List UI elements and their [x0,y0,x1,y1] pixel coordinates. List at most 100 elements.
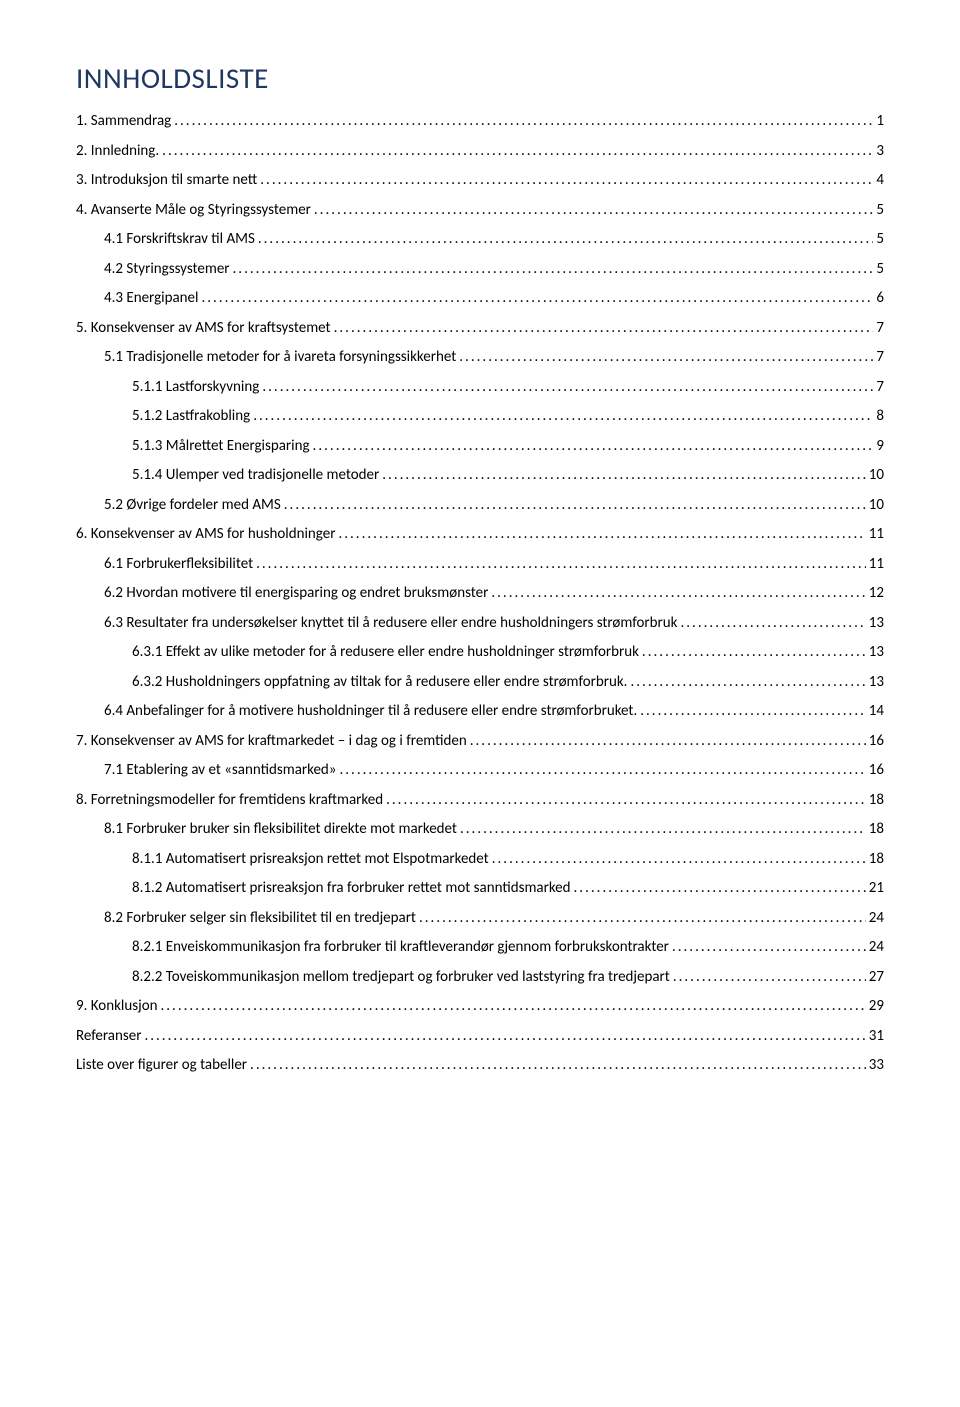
toc-leader-dots [262,380,873,395]
toc-entry: Liste over figurer og tabeller 33 [76,1058,884,1073]
toc-entry-page: 3 [876,144,884,159]
toc-entry: 6.4 Anbefalinger for å motivere husholdn… [76,704,884,719]
page-title: INNHOLDSLISTE [76,60,884,96]
toc-leader-dots [256,557,866,572]
toc-entry-label: 8.2 Forbruker selger sin fleksibilitet t… [104,911,416,926]
toc-entry: 4.2 Styringssystemer 5 [76,262,884,277]
toc-leader-dots [574,881,866,896]
toc-entry-label: Referanser [76,1029,141,1044]
toc-entry: 8.2 Forbruker selger sin fleksibilitet t… [76,911,884,926]
toc-entry-label: 5.1.1 Lastforskyvning [132,380,259,395]
toc-leader-dots [314,203,874,218]
toc-entry-label: 6.3.2 Husholdningers oppfatning av tilta… [132,675,627,690]
toc-entry: 8.2.1 Enveiskommunikasjon fra forbruker … [76,940,884,955]
toc-leader-dots [386,793,866,808]
toc-leader-dots [459,350,873,365]
toc-entry: 5.1.3 Målrettet Energisparing 9 [76,439,884,454]
toc-entry-label: 5.1 Tradisjonelle metoder for å ivareta … [104,350,456,365]
toc-entry: 6.3.1 Effekt av ulike metoder for å redu… [76,645,884,660]
toc-leader-dots [174,114,873,129]
toc-entry-label: Liste over figurer og tabeller [76,1058,247,1073]
toc-leader-dots [253,409,873,424]
toc-leader-dots [470,734,866,749]
toc-entry: 4. Avanserte Måle og Styringssystemer5 [76,203,884,218]
toc-leader-dots [492,852,866,867]
toc-entry-page: 5 [876,232,884,247]
toc-leader-dots [144,1029,865,1044]
toc-entry: 5.1.1 Lastforskyvning 7 [76,380,884,395]
toc-entry-label: 6.4 Anbefalinger for å motivere husholdn… [104,704,637,719]
toc-entry: 8.1.1 Automatisert prisreaksjon rettet m… [76,852,884,867]
toc-entry: 1. Sammendrag1 [76,114,884,129]
toc-leader-dots [680,616,865,631]
toc-entry-label: 8. Forretningsmodeller for fremtidens kr… [76,793,383,808]
toc-entry-label: 5.1.2 Lastfrakobling [132,409,250,424]
toc-entry-label: 4.2 Styringssystemer [104,262,230,277]
toc-entry: 5. Konsekvenser av AMS for kraftsystemet… [76,321,884,336]
toc-entry-label: 4.1 Forskriftskrav til AMS [104,232,255,247]
toc-leader-dots [339,763,865,778]
toc-entry-label: 8.2.2 Toveiskommunikasjon mellom tredjep… [132,970,670,985]
toc-entry-page: 16 [869,763,884,778]
toc-entry: 2. Innledning. 3 [76,144,884,159]
toc-entry: 3. Introduksjon til smarte nett 4 [76,173,884,188]
toc-entry-page: 33 [869,1058,884,1073]
toc-entry-page: 4 [876,173,884,188]
toc-leader-dots [672,940,866,955]
toc-entry-label: 8.2.1 Enveiskommunikasjon fra forbruker … [132,940,669,955]
toc-entry: 8.1.2 Automatisert prisreaksjon fra forb… [76,881,884,896]
toc-entry-label: 4.3 Energipanel [104,291,198,306]
toc-leader-dots [338,527,865,542]
toc-leader-dots [460,822,866,837]
toc-leader-dots [201,291,873,306]
toc-entry: 8. Forretningsmodeller for fremtidens kr… [76,793,884,808]
toc-entry: 7. Konsekvenser av AMS for kraftmarkedet… [76,734,884,749]
toc-entry: 4.3 Energipanel 6 [76,291,884,306]
toc-entry-page: 16 [869,734,884,749]
toc-entry-page: 7 [876,380,884,395]
toc-entry-page: 11 [869,527,884,542]
toc-entry-page: 11 [869,557,884,572]
toc-entry-page: 6 [876,291,884,306]
toc-leader-dots [160,999,865,1014]
toc-entry: 8.1 Forbruker bruker sin fleksibilitet d… [76,822,884,837]
toc-leader-dots [233,262,874,277]
toc-entry-label: 9. Konklusjon [76,999,157,1014]
toc-entry-page: 21 [869,881,884,896]
toc-entry-page: 24 [869,940,884,955]
toc-entry-page: 9 [876,439,884,454]
toc-entry: 5.2 Øvrige fordeler med AMS10 [76,498,884,513]
toc-leader-dots [313,439,874,454]
table-of-contents: 1. Sammendrag1 2. Innledning. 3 3. Introduk… [76,114,884,1073]
toc-leader-dots [334,321,874,336]
toc-entry-label: 5.2 Øvrige fordeler med AMS [104,498,281,513]
toc-leader-dots [284,498,866,513]
toc-entry-label: 2. Innledning. [76,144,159,159]
toc-entry-page: 8 [876,409,884,424]
toc-entry-page: 5 [876,262,884,277]
toc-entry-label: 6. Konsekvenser av AMS for husholdninger [76,527,335,542]
toc-leader-dots [260,173,873,188]
toc-entry-label: 6.3 Resultater fra undersøkelser knyttet… [104,616,677,631]
toc-entry-label: 3. Introduksjon til smarte nett [76,173,257,188]
toc-entry: 9. Konklusjon 29 [76,999,884,1014]
toc-entry-label: 8.1 Forbruker bruker sin fleksibilitet d… [104,822,457,837]
toc-entry: 6.1 Forbrukerfleksibilitet11 [76,557,884,572]
toc-entry: 6.3.2 Husholdningers oppfatning av tilta… [76,675,884,690]
toc-entry: 5.1 Tradisjonelle metoder for å ivareta … [76,350,884,365]
toc-entry-page: 29 [869,999,884,1014]
toc-entry: 5.1.4 Ulemper ved tradisjonelle metoder1… [76,468,884,483]
toc-entry-page: 13 [869,645,884,660]
toc-leader-dots [258,232,874,247]
toc-entry-page: 13 [869,675,884,690]
toc-entry-label: 5.1.3 Målrettet Energisparing [132,439,310,454]
toc-entry-label: 8.1.1 Automatisert prisreaksjon rettet m… [132,852,489,867]
toc-entry: 4.1 Forskriftskrav til AMS 5 [76,232,884,247]
toc-leader-dots [250,1058,866,1073]
toc-entry-label: 7.1 Etablering av et «sanntidsmarked» [104,763,336,778]
toc-entry-label: 8.1.2 Automatisert prisreaksjon fra forb… [132,881,571,896]
toc-entry-label: 6.2 Hvordan motivere til energisparing o… [104,586,488,601]
toc-entry: 6. Konsekvenser av AMS for husholdninger… [76,527,884,542]
toc-entry-page: 18 [869,793,884,808]
toc-entry: 6.3 Resultater fra undersøkelser knyttet… [76,616,884,631]
